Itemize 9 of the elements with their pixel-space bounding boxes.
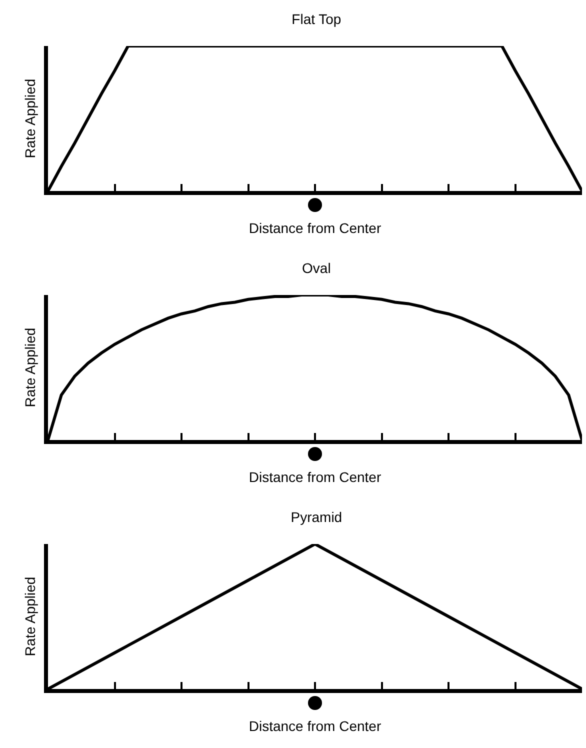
x-axis-title: Distance from Center <box>248 220 382 236</box>
chart-title: Pyramid <box>290 508 342 525</box>
y-axis-title: Rate Applied <box>22 78 38 158</box>
x-axis-title: Distance from Center <box>248 718 382 734</box>
chart-title: Oval <box>302 260 331 276</box>
y-axis-title: Rate Applied <box>22 328 38 408</box>
chart-title: Flat Top <box>292 10 342 27</box>
x-axis-title: Distance from Center <box>248 468 382 485</box>
y-axis-title: Rate Applied <box>22 576 38 656</box>
